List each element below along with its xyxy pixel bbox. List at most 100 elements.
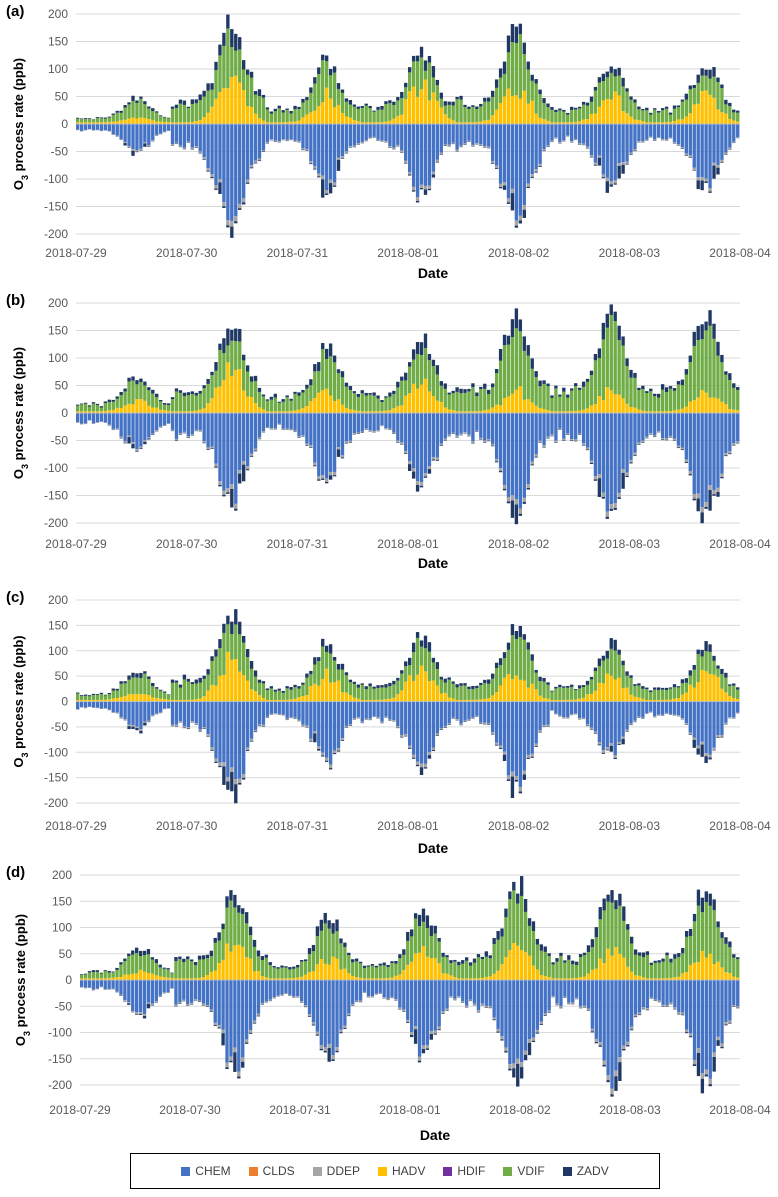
bar-hadv: [182, 411, 187, 413]
bar-zadv: [451, 101, 455, 106]
bar-chem: [265, 413, 270, 427]
bar-ddep: [661, 1004, 665, 1007]
bar-hadv: [162, 699, 167, 702]
bar-chem: [494, 124, 499, 166]
bar-zadv: [618, 1062, 622, 1081]
bar-zadv: [526, 488, 530, 490]
bar-zadv: [609, 508, 613, 511]
bar-hadv: [146, 973, 151, 980]
bar-hadv: [514, 95, 519, 124]
bar-chem: [633, 124, 637, 150]
bar-vdif: [162, 692, 167, 700]
bar-chem: [315, 980, 320, 1032]
bar-vdif: [621, 345, 625, 399]
bar-chem: [680, 413, 685, 448]
bar-zadv: [625, 88, 629, 92]
bar-vdif: [508, 899, 512, 951]
bar-chem: [340, 124, 345, 157]
bar-hadv: [700, 91, 704, 124]
bar-zadv: [396, 97, 400, 101]
y-axis-label: O3 process rate (ppb): [11, 635, 30, 767]
bar-group: [433, 925, 437, 1035]
bar-hadv: [585, 694, 590, 702]
bar-ddep: [261, 724, 266, 727]
bar-ddep: [419, 763, 424, 768]
bar-group: [589, 370, 594, 465]
bar-zadv: [242, 60, 246, 70]
bar-group: [182, 392, 187, 434]
legend-item-hadv: HADV: [378, 1164, 425, 1178]
bar-group: [229, 890, 233, 1063]
bar-chem: [593, 413, 598, 477]
bar-hadv: [732, 976, 736, 980]
bar-chem: [589, 701, 594, 728]
bar-zadv: [411, 757, 416, 759]
bar-chem: [676, 701, 681, 716]
bar-vdif: [143, 104, 147, 119]
bar-vdif: [174, 682, 179, 700]
bar-chem: [728, 980, 732, 1021]
bar-vdif: [621, 665, 625, 689]
bar-vdif: [419, 646, 424, 666]
bar-vdif: [653, 962, 657, 979]
bar-zadv: [396, 677, 400, 681]
bar-hadv: [76, 122, 80, 124]
bar-ddep: [665, 1004, 669, 1007]
bar-ddep: [245, 466, 250, 470]
bar-zadv: [716, 1040, 720, 1046]
bar-ddep: [680, 147, 685, 149]
bar-chem: [633, 413, 637, 453]
bar-hadv: [443, 692, 447, 702]
bar-zadv: [480, 956, 485, 960]
bar-zadv: [728, 102, 732, 107]
bar-zadv: [139, 672, 143, 678]
bar-chem: [736, 413, 740, 442]
bar-hadv: [245, 396, 250, 413]
bar-zadv: [518, 625, 523, 637]
bar-vdif: [297, 688, 301, 698]
bar-hadv: [494, 404, 499, 413]
bar-group: [313, 657, 317, 743]
bar-ddep: [471, 144, 475, 147]
bar-zadv: [264, 954, 268, 958]
bar-vdif: [625, 91, 629, 114]
bar-ddep: [732, 443, 736, 445]
y-tick-label: 100: [52, 921, 72, 935]
bar-ddep: [323, 1047, 327, 1051]
bar-chem: [268, 980, 272, 1000]
bar-group: [193, 962, 198, 1001]
bar-vdif: [571, 964, 575, 979]
bar-zadv: [238, 328, 242, 342]
bar-ddep: [547, 1010, 551, 1013]
bar-zadv: [637, 1014, 642, 1016]
bar-vdif: [305, 100, 309, 115]
bar-group: [637, 952, 642, 1016]
bar-chem: [688, 980, 693, 1034]
bar-hadv: [491, 407, 495, 413]
bar-hadv: [344, 692, 349, 702]
bar-hadv: [257, 695, 262, 702]
bar-hadv: [526, 103, 530, 124]
bar-vdif: [479, 389, 483, 412]
bar-vdif: [245, 923, 249, 958]
bar-zadv: [328, 644, 333, 654]
bar-zadv: [597, 348, 602, 359]
bar-ddep: [222, 490, 226, 495]
bar-chem: [159, 701, 163, 713]
bar-vdif: [487, 683, 491, 699]
bar-chem: [582, 980, 587, 1006]
bar-chem: [684, 124, 689, 154]
bar-zadv: [534, 371, 538, 378]
bar-group: [538, 380, 542, 443]
bar-vdif: [170, 973, 174, 979]
bar-ddep: [581, 443, 586, 445]
bar-zadv: [538, 380, 542, 387]
bar-zadv: [712, 899, 716, 911]
bar-vdif: [506, 649, 511, 675]
bar-ddep: [621, 469, 625, 473]
bar-vdif: [708, 325, 712, 398]
bar-hadv: [376, 699, 380, 702]
bar-zadv: [210, 83, 214, 90]
bar-hadv: [484, 976, 488, 980]
bar-hadv: [716, 676, 720, 702]
